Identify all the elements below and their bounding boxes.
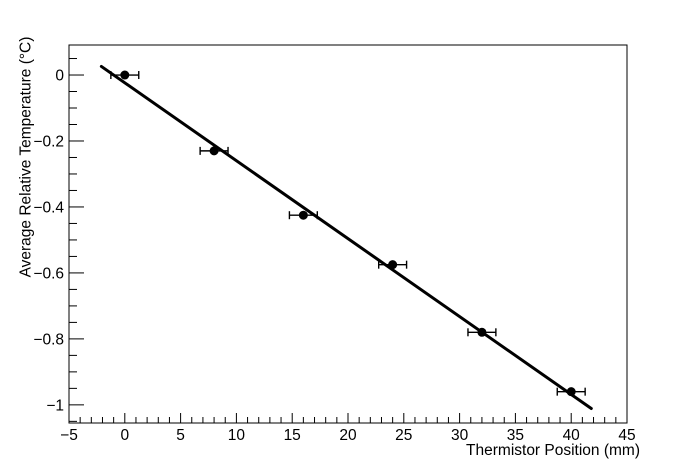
y-axis-title: Average Relative Temperature (°C) xyxy=(17,36,35,278)
data-point-marker xyxy=(120,70,130,80)
x-tick-label: −5 xyxy=(60,427,78,444)
y-tick-label: −0.4 xyxy=(33,199,64,216)
x-tick-label: 0 xyxy=(120,427,129,444)
x-axis-title: Thermistor Position (mm) xyxy=(466,442,640,459)
y-tick-label: −0.6 xyxy=(33,265,64,282)
data-point-marker xyxy=(298,210,308,220)
x-tick-label: 20 xyxy=(339,427,357,444)
x-tick-label: 45 xyxy=(618,427,635,444)
y-tick-label: −0.2 xyxy=(33,133,64,150)
fit-line xyxy=(99,64,593,410)
plot-frame xyxy=(68,44,628,424)
x-tick-label: 35 xyxy=(507,427,524,444)
y-tick-label: −0.8 xyxy=(33,331,64,348)
x-tick-label: 10 xyxy=(228,427,246,444)
x-tick-label: 5 xyxy=(176,427,185,444)
x-tick-label: 40 xyxy=(563,427,581,444)
data-point-marker xyxy=(209,146,219,156)
x-tick-label: 15 xyxy=(284,427,301,444)
x-tick-label: 25 xyxy=(395,427,412,444)
y-tick-label: 0 xyxy=(55,68,64,85)
y-tick-label: −1 xyxy=(46,397,64,414)
x-tick-label: 30 xyxy=(451,427,469,444)
